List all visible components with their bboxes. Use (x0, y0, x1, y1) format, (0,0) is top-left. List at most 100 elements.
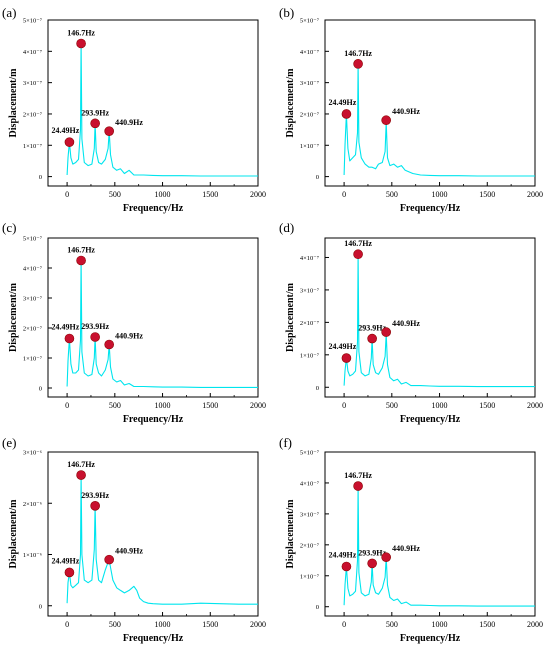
x-tick-label: 1500 (479, 190, 495, 199)
plot-frame (324, 451, 536, 617)
peak-label: 440.9Hz (392, 107, 420, 116)
peak-label: 440.9Hz (115, 332, 143, 341)
x-tick-label: 1500 (479, 401, 495, 410)
peak-label: 440.9Hz (392, 319, 420, 328)
y-tick-label: 5×10⁻⁷ (23, 18, 42, 25)
y-tick-label: 0 (39, 386, 42, 393)
peak-label: 293.9Hz (358, 548, 386, 557)
peak-label: 293.9Hz (81, 108, 109, 117)
y-axis-title: Displacement/m (285, 282, 296, 352)
y-tick-label: 2×10⁻⁷ (23, 326, 42, 333)
spectrum-line-series-1 (66, 259, 258, 388)
peak-label: 146.7Hz (67, 460, 95, 469)
peak-marker (76, 470, 86, 480)
y-tick-label: 2×10⁻⁷ (300, 320, 319, 327)
peak-marker (76, 38, 86, 49)
peak-marker (104, 126, 114, 136)
chart-panel-2: (b) 0 500 1000 1500 2000 0 1×10⁻⁷ 2×10⁻⁷ 3×10⁻⁷ 4×… (279, 5, 543, 214)
peak-label: 24.49Hz (329, 550, 357, 559)
x-tick-label: 1000 (432, 620, 448, 629)
plot-frame (324, 19, 536, 187)
peak-marker (353, 249, 363, 260)
y-tick-label: 5×10⁻⁷ (23, 236, 42, 243)
x-tick-label: 1000 (155, 401, 171, 410)
peak-marker (367, 333, 377, 344)
chart-panel-4: (d) 0 500 1000 1500 2000 0 1×10⁻⁷ 2×10⁻⁷ 3×10⁻⁷ 4×… (279, 220, 543, 425)
x-tick-label: 2000 (250, 401, 266, 410)
x-tick-label: 2000 (527, 620, 543, 629)
y-tick-label: 2×10⁻⁶ (23, 501, 42, 508)
peak-marker (353, 59, 363, 69)
peak-label: 146.7Hz (67, 246, 95, 255)
x-tick-label: 1000 (155, 190, 171, 199)
peak-label: 24.49Hz (52, 323, 80, 332)
peak-marker (64, 567, 75, 578)
panel-label: (c) (2, 220, 16, 235)
peak-marker (381, 115, 391, 126)
peak-marker (64, 137, 75, 147)
peak-marker (76, 255, 86, 266)
y-tick-label: 5×10⁻⁷ (300, 18, 319, 25)
y-axis-title: Displacement/m (285, 68, 296, 138)
peak-label: 146.7Hz (344, 49, 372, 58)
spectrum-line-series-1 (343, 253, 535, 388)
panel-label: (b) (279, 5, 294, 20)
peak-marker (341, 353, 352, 363)
x-tick-label: 500 (109, 190, 121, 199)
plot-frame (47, 237, 259, 398)
x-tick-label: 0 (342, 190, 346, 199)
panel-label: (a) (2, 5, 16, 20)
plot-frame (47, 19, 259, 187)
x-axis-title: Frequency/Hz (123, 414, 184, 425)
y-tick-label: 0 (39, 174, 42, 181)
peak-label: 146.7Hz (344, 239, 372, 248)
peak-label: 24.49Hz (52, 556, 80, 565)
x-tick-label: 1000 (432, 190, 448, 199)
peak-label: 293.9Hz (81, 491, 109, 500)
y-tick-label: 1×10⁻⁷ (23, 356, 42, 363)
y-tick-label: 3×10⁻⁶ (23, 450, 42, 457)
peak-label: 24.49Hz (329, 342, 357, 351)
spectrum-line-series-1 (343, 485, 535, 607)
y-tick-label: 1×10⁻⁶ (23, 552, 42, 559)
peak-marker (104, 554, 114, 565)
y-tick-label: 1×10⁻⁷ (23, 143, 42, 150)
peak-marker (90, 118, 100, 129)
peak-label: 293.9Hz (81, 322, 109, 331)
x-tick-label: 0 (65, 620, 69, 629)
plot-frame (47, 451, 259, 617)
spectrum-line-series-1 (343, 63, 535, 177)
peak-marker (341, 109, 352, 119)
peak-marker (381, 327, 391, 337)
panel-label: (d) (279, 220, 294, 235)
x-tick-label: 0 (342, 620, 346, 629)
y-tick-label: 3×10⁻⁷ (300, 287, 319, 294)
x-tick-label: 0 (65, 190, 69, 199)
x-axis-title: Frequency/Hz (123, 203, 184, 214)
y-tick-label: 4×10⁻⁷ (300, 49, 319, 56)
y-tick-label: 0 (316, 604, 319, 611)
y-tick-label: 4×10⁻⁷ (300, 255, 319, 262)
x-tick-label: 500 (386, 190, 398, 199)
peak-label: 293.9Hz (358, 324, 386, 333)
x-tick-label: 2000 (250, 190, 266, 199)
y-axis-title: Displacement/m (8, 68, 19, 138)
chart-panel-5: (e) 0 500 1000 1500 2000 0 1×10⁻⁶ 2×10⁻⁶ 3×10⁻⁶ Fr… (2, 435, 266, 644)
y-tick-label: 1×10⁻⁷ (300, 352, 319, 359)
x-axis-title: Frequency/Hz (400, 203, 461, 214)
chart-panel-3: (c) 0 500 1000 1500 2000 0 1×10⁻⁷ 2×10⁻⁷ 3×10⁻⁷ 4×… (2, 220, 266, 425)
panel-label: (e) (2, 435, 16, 450)
peak-marker (341, 561, 352, 572)
y-tick-label: 3×10⁻⁷ (300, 80, 319, 87)
x-tick-label: 500 (386, 620, 398, 629)
y-tick-label: 0 (39, 603, 42, 610)
y-tick-label: 2×10⁻⁷ (23, 111, 42, 118)
y-axis-title: Displacement/m (8, 499, 19, 569)
x-tick-label: 0 (342, 401, 346, 410)
peak-marker (367, 558, 377, 569)
y-tick-label: 3×10⁻⁷ (300, 511, 319, 518)
x-tick-label: 1000 (155, 620, 171, 629)
peak-marker (353, 481, 363, 491)
